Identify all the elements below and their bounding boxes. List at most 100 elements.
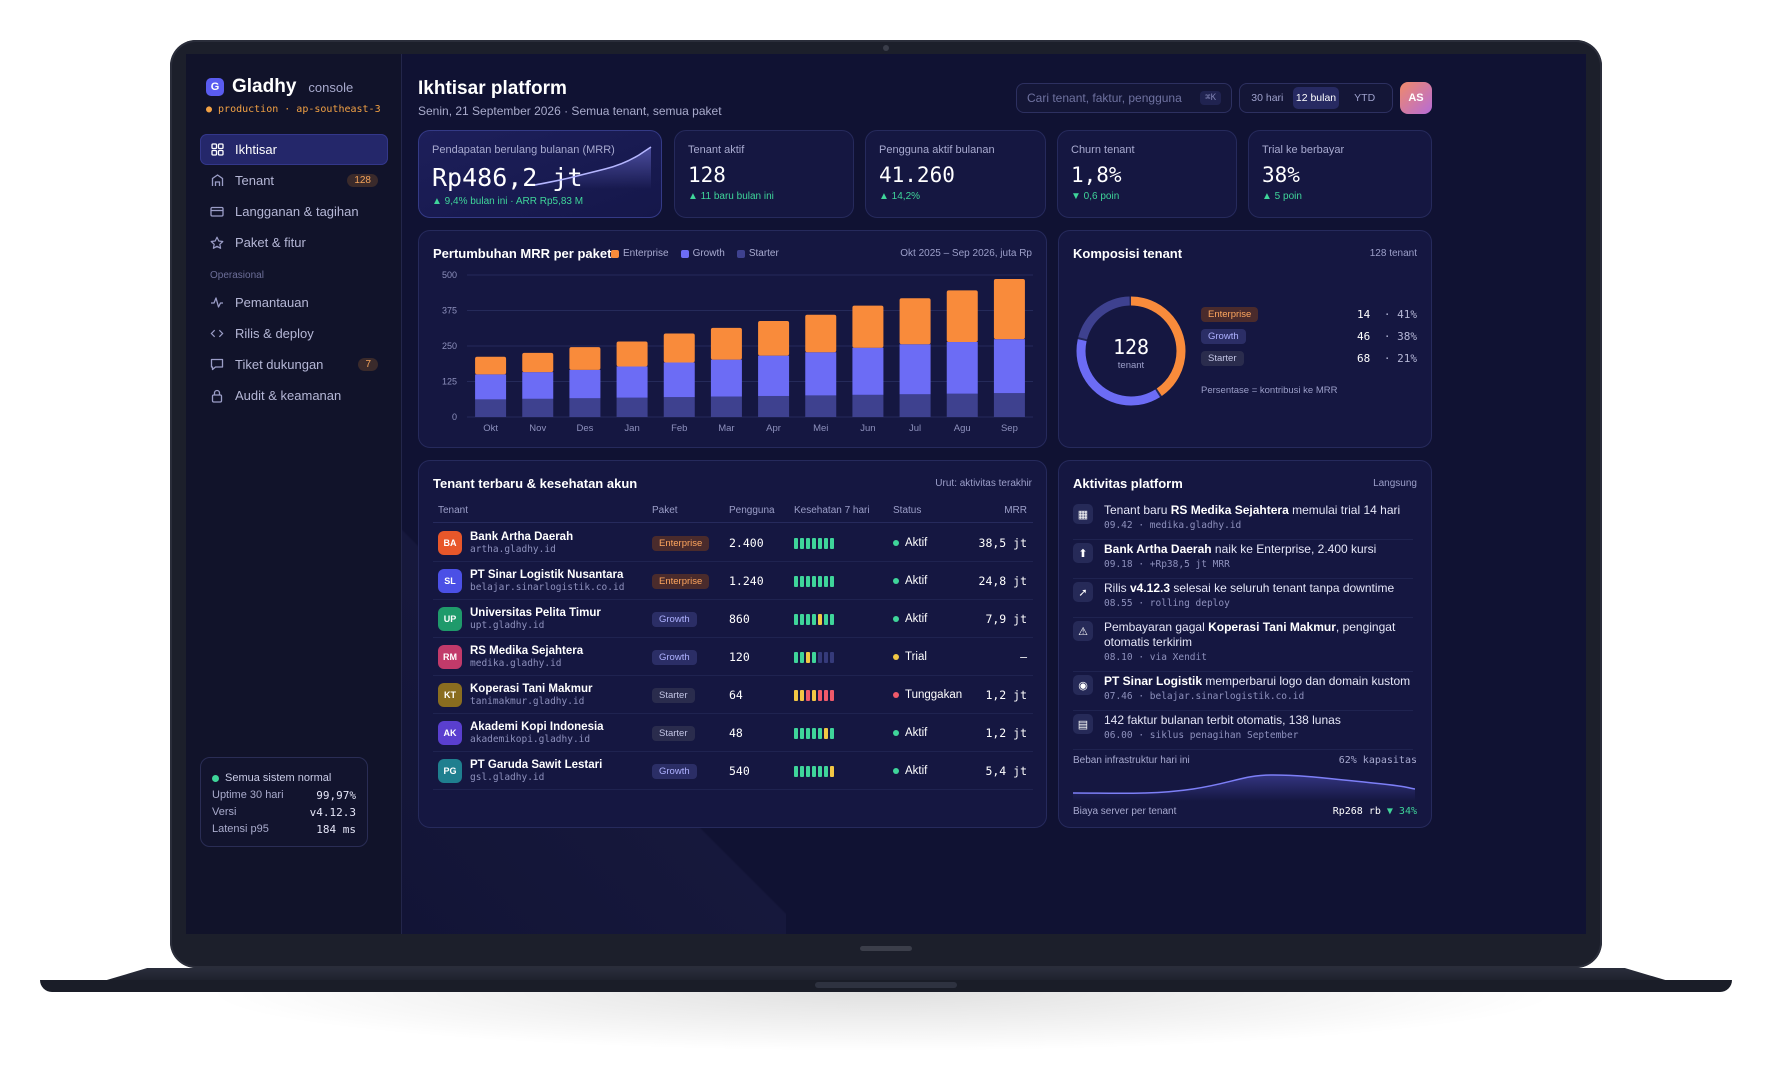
sidebar-item-audit[interactable]: Audit & keamanan: [200, 380, 388, 411]
bar-segment-growth[interactable]: [616, 366, 648, 398]
bar-segment-enterprise[interactable]: [805, 314, 837, 353]
status-dot-icon: [893, 730, 899, 736]
kpi-value: 38%: [1262, 163, 1300, 187]
bar-segment-starter[interactable]: [569, 398, 601, 417]
brand[interactable]: G Gladhy console: [206, 76, 353, 98]
bar-segment-enterprise[interactable]: [899, 298, 931, 345]
bar-segment-enterprise[interactable]: [946, 290, 978, 343]
sidebar-item-paket[interactable]: Paket & fitur: [200, 227, 388, 258]
bar-segment-enterprise[interactable]: [758, 321, 790, 356]
plan-badge: Growth: [652, 611, 697, 627]
tenant-domain: akademikopi.gladhy.id: [470, 733, 591, 745]
bar-segment-enterprise[interactable]: [569, 347, 601, 370]
column-header[interactable]: Status: [893, 505, 922, 516]
activity-item[interactable]: ◉ PT Sinar Logistik memperbarui logo dan …: [1073, 672, 1413, 711]
bar-segment-starter[interactable]: [663, 397, 695, 417]
range-30-hari[interactable]: 30 hari: [1251, 92, 1284, 104]
chart-period: Okt 2025 – Sep 2026, juta Rp: [900, 248, 1032, 259]
column-header[interactable]: Kesehatan 7 hari: [794, 505, 870, 516]
kpi-card-trial[interactable]: Trial ke berbayar 38% ▲ 5 poin: [1248, 130, 1432, 218]
bar-segment-enterprise[interactable]: [475, 356, 507, 375]
y-tick-label: 125: [442, 377, 457, 387]
kpi-card-churn[interactable]: Churn tenant 1,8% ▼ 0,6 poin: [1057, 130, 1237, 218]
bar-segment-enterprise[interactable]: [852, 305, 884, 348]
column-header[interactable]: Pengguna: [729, 505, 775, 516]
sidebar-item-tenant[interactable]: Tenant 128: [200, 165, 388, 196]
bar-segment-starter[interactable]: [852, 394, 884, 417]
kpi-card-tenant[interactable]: Tenant aktif 128 ▲ 11 baru bulan ini: [674, 130, 854, 218]
bar-segment-starter[interactable]: [993, 393, 1025, 417]
bar-segment-growth[interactable]: [852, 347, 884, 395]
sidebar-item-ikhtisar[interactable]: Ikhtisar: [200, 134, 388, 165]
bar-segment-growth[interactable]: [899, 344, 931, 395]
bar-segment-starter[interactable]: [710, 396, 742, 417]
sidebar-item-tiket[interactable]: Tiket dukungan 7: [200, 349, 388, 380]
tenant-sort[interactable]: Urut: aktivitas terakhir: [935, 478, 1032, 489]
plan-badge: Growth: [652, 649, 697, 665]
bar-segment-growth[interactable]: [993, 339, 1025, 394]
bar-segment-growth[interactable]: [758, 355, 790, 396]
bar-segment-enterprise[interactable]: [616, 341, 648, 367]
table-row[interactable]: SL PT Sinar Logistik Nusantara belajar.sin…: [433, 562, 1033, 600]
search-input[interactable]: Cari tenant, faktur, pengguna ⌘K: [1016, 83, 1232, 113]
tenant-mrr: 7,9 jt: [985, 612, 1027, 626]
bar-segment-enterprise[interactable]: [663, 333, 695, 363]
kpi-card-mau[interactable]: Pengguna aktif bulanan 41.260 ▲ 14,2%: [865, 130, 1046, 218]
range-12-bulan[interactable]: 12 bulan: [1292, 87, 1340, 109]
building-icon: [210, 174, 224, 188]
bar-segment-growth[interactable]: [710, 359, 742, 397]
bar-segment-enterprise[interactable]: [710, 327, 742, 360]
activity-meta: 08.10 · via Xendit: [1104, 652, 1207, 663]
activity-item[interactable]: ▤ 142 faktur bulanan terbit otomatis, 138…: [1073, 711, 1413, 750]
column-header[interactable]: Tenant: [438, 505, 469, 516]
column-header[interactable]: Paket: [652, 505, 678, 516]
bar-segment-starter[interactable]: [805, 395, 837, 417]
table-row[interactable]: RM RS Medika Sejahtera medika.gladhy.id Gro…: [433, 638, 1033, 676]
bar-segment-growth[interactable]: [946, 342, 978, 394]
tenant-domain: gsl.gladhy.id: [470, 771, 545, 783]
avatar[interactable]: AS: [1400, 82, 1432, 114]
bar-segment-enterprise[interactable]: [522, 352, 554, 373]
activity-text: Pembayaran gagal Koperasi Tani Makmur, p…: [1104, 620, 1396, 649]
bar-segment-starter[interactable]: [758, 395, 790, 417]
bar-segment-growth[interactable]: [522, 372, 554, 399]
donut-slice-enterprise[interactable]: [1076, 296, 1186, 406]
legend-item[interactable]: Growth: [680, 248, 725, 259]
x-tick-label: Feb: [671, 423, 687, 434]
tenant-mrr: 38,5 jt: [978, 536, 1027, 550]
sidebar-item-rilis[interactable]: Rilis & deploy: [200, 318, 388, 349]
kpi-card-mrr[interactable]: Pendapatan berulang bulanan (MRR) Rp486,…: [418, 130, 662, 218]
tenant-avatar: KT: [438, 683, 462, 707]
bar-segment-starter[interactable]: [522, 398, 554, 417]
bar-segment-starter[interactable]: [946, 393, 978, 417]
table-row[interactable]: KT Koperasi Tani Makmur tanimakmur.gladhy.…: [433, 676, 1033, 714]
sidebar-item-pemantauan[interactable]: Pemantauan: [200, 287, 388, 318]
bar-segment-starter[interactable]: [475, 399, 507, 417]
donut-slice-growth[interactable]: [1076, 296, 1186, 406]
activity-item[interactable]: ⬆ Bank Artha Daerah naik ke Enterprise, 2…: [1073, 540, 1413, 579]
bar-segment-growth[interactable]: [475, 374, 507, 400]
table-row[interactable]: AK Akademi Kopi Indonesia akademikopi.glad…: [433, 714, 1033, 752]
x-tick-label: Mei: [813, 423, 828, 434]
bar-segment-growth[interactable]: [569, 369, 601, 399]
kpi-value: 128: [688, 163, 726, 187]
table-row[interactable]: BA Bank Artha Daerah artha.gladhy.id Enterp…: [433, 524, 1033, 562]
status-text: Aktif: [905, 575, 928, 587]
table-row[interactable]: UP Universitas Pelita Timur upt.gladhy.id G…: [433, 600, 1033, 638]
sidebar-item-langganan[interactable]: Langganan & tagihan: [200, 196, 388, 227]
legend-item[interactable]: Starter: [736, 248, 779, 259]
bar-segment-starter[interactable]: [616, 397, 648, 417]
legend-item[interactable]: Enterprise: [611, 248, 669, 259]
activity-item[interactable]: ⚠ Pembayaran gagal Koperasi Tani Makmur, …: [1073, 618, 1413, 672]
range-ytd[interactable]: YTD: [1354, 92, 1376, 104]
activity-item[interactable]: ➚ Rilis v4.12.3 selesai ke seluruh tenant…: [1073, 579, 1413, 618]
table-row[interactable]: PG PT Garuda Sawit Lestari gsl.gladhy.id Gr…: [433, 752, 1033, 790]
bar-segment-growth[interactable]: [663, 362, 695, 398]
column-header[interactable]: MRR: [1004, 505, 1027, 516]
sidebar-item-label: Tenant: [235, 173, 275, 188]
bar-segment-enterprise[interactable]: [993, 278, 1025, 340]
plan-badge: Enterprise: [652, 535, 710, 551]
bar-segment-starter[interactable]: [899, 394, 931, 417]
bar-segment-growth[interactable]: [805, 352, 837, 396]
activity-item[interactable]: ▦ Tenant baru RS Medika Sejahtera memulai…: [1073, 501, 1413, 540]
